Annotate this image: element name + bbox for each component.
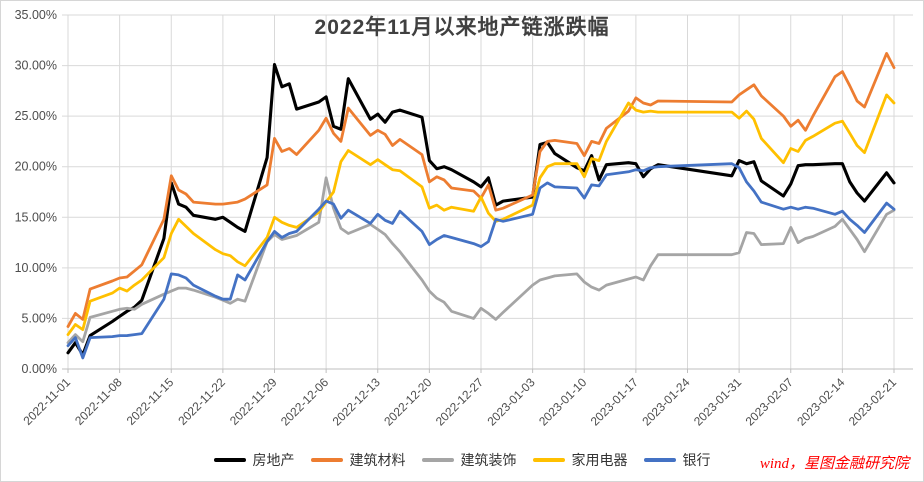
- y-axis-label: 25.00%: [15, 109, 57, 123]
- legend-label: 建筑材料: [349, 452, 406, 468]
- legend-label: 房地产: [252, 452, 295, 468]
- y-axis-label: 35.00%: [15, 8, 57, 22]
- x-axis-label: 2023-02-21: [846, 375, 900, 429]
- y-axis-label: 0.00%: [22, 362, 57, 376]
- legend-label: 银行: [682, 452, 711, 468]
- x-axis-label: 2023-01-31: [691, 375, 745, 429]
- legend-line-swatch: [643, 458, 676, 462]
- x-axis-label: 2023-01-10: [536, 375, 590, 429]
- y-axis-label: 10.00%: [15, 261, 57, 275]
- x-axis-label: 2023-01-24: [639, 375, 693, 429]
- legend-label: 家用电器: [571, 452, 628, 468]
- y-axis-label: 5.00%: [22, 311, 57, 325]
- legend-item-银行: 银行: [643, 450, 711, 470]
- y-axis-label: 30.00%: [15, 59, 57, 73]
- legend-line-swatch: [532, 458, 565, 462]
- series-line-家用电器: [66, 93, 896, 337]
- y-axis-label: 20.00%: [15, 160, 57, 174]
- x-axis-label: 2022-11-22: [175, 375, 228, 428]
- plot-area: 2022-11-012022-11-082022-11-152022-11-22…: [15, 8, 913, 429]
- x-axis-label: 2022-12-27: [433, 375, 487, 429]
- x-axis-label: 2023-01-03: [484, 375, 538, 429]
- x-axis-label: 2023-01-17: [588, 375, 642, 429]
- series-line-建筑材料: [66, 52, 896, 328]
- x-axis-label: 2022-12-13: [330, 375, 384, 429]
- legend-item-建筑装饰: 建筑装饰: [421, 450, 517, 470]
- y-axis-label: 15.00%: [15, 210, 57, 224]
- series-line-建筑装饰: [66, 176, 896, 345]
- series-line-银行: [66, 162, 896, 360]
- legend-item-建筑材料: 建筑材料: [310, 450, 406, 470]
- x-axis-label: 2022-11-15: [124, 375, 177, 428]
- legend-item-房地产: 房地产: [213, 450, 295, 470]
- x-axis-label: 2023-02-07: [743, 375, 797, 429]
- legend-line-swatch: [310, 458, 343, 462]
- legend-label: 建筑装饰: [460, 452, 517, 468]
- x-axis-label: 2023-02-14: [794, 375, 848, 429]
- watermark-source-text: wind，星图金融研究院: [759, 456, 909, 472]
- chart-legend: 房地产 建筑材料 建筑装饰 家用电器 银行: [1, 450, 923, 470]
- legend-item-家用电器: 家用电器: [532, 450, 628, 470]
- x-axis-label: 2022-11-29: [227, 375, 280, 428]
- x-axis-label: 2022-11-08: [72, 375, 125, 428]
- legend-line-swatch: [213, 458, 246, 462]
- x-axis-label: 2022-11-01: [20, 375, 73, 428]
- x-axis-label: 2022-12-20: [381, 375, 435, 429]
- x-axis-label: 2022-12-06: [278, 375, 332, 429]
- series-line-房地产: [66, 63, 896, 357]
- legend-line-swatch: [421, 458, 454, 462]
